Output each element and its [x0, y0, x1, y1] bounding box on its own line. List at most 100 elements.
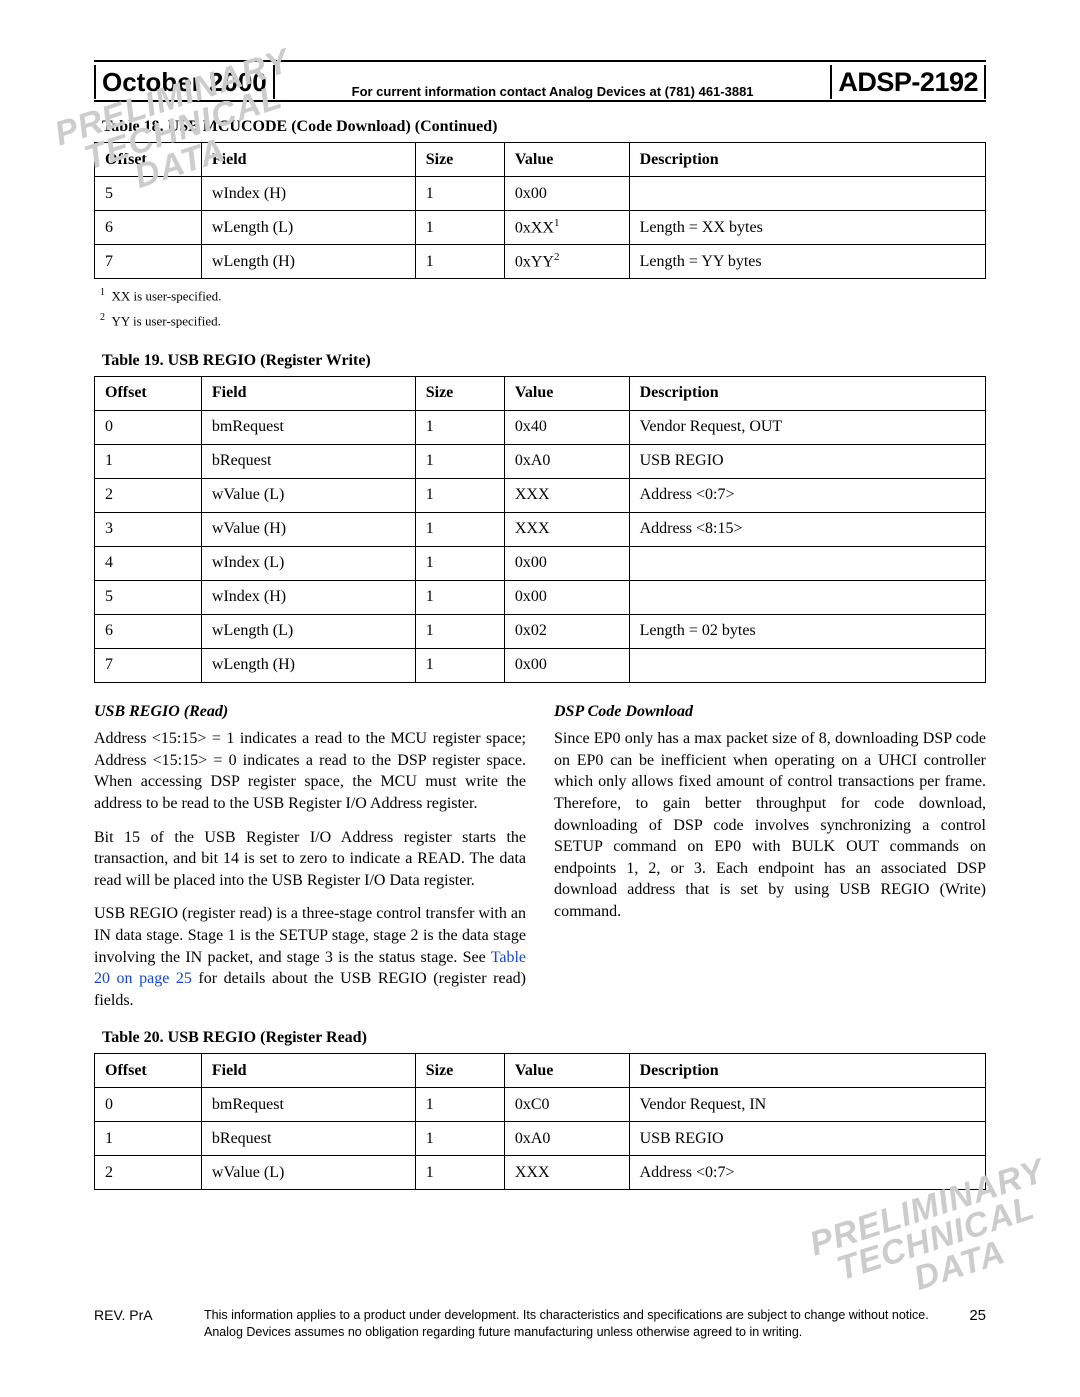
cell-desc: Vendor Request, IN — [629, 1088, 985, 1122]
watermark-line: DATA — [910, 1233, 1011, 1298]
cell-desc — [629, 580, 985, 614]
footnote: 1 XX is user-specified. — [100, 287, 986, 304]
col-value: Value — [504, 143, 629, 177]
col-desc: Description — [629, 1054, 985, 1088]
cell-field: wIndex (H) — [201, 580, 415, 614]
body-right-col: DSP Code Download Since EP0 only has a m… — [554, 701, 986, 1024]
col-offset: Offset — [95, 143, 202, 177]
table-row: 7wLength (H)10x00 — [95, 648, 986, 682]
cell-field: wLength (L) — [201, 614, 415, 648]
col-size: Size — [415, 1054, 504, 1088]
table-row: 4wIndex (L)10x00 — [95, 546, 986, 580]
cell-offset: 3 — [95, 512, 202, 546]
cell-size: 1 — [415, 648, 504, 682]
col-field: Field — [201, 143, 415, 177]
table-row: 7wLength (H)10xYY2Length = YY bytes — [95, 245, 986, 279]
cell-offset: 2 — [95, 1156, 202, 1190]
cell-desc — [629, 177, 985, 211]
cell-desc: Length = XX bytes — [629, 211, 985, 245]
table-header-row: Offset Field Size Value Description — [95, 1054, 986, 1088]
body-two-col: USB REGIO (Read) Address <15:15> = 1 ind… — [94, 701, 986, 1024]
table-row: 3wValue (H)1XXXAddress <8:15> — [95, 512, 986, 546]
col-desc: Description — [629, 143, 985, 177]
cell-desc: Address <8:15> — [629, 512, 985, 546]
cell-offset: 1 — [95, 444, 202, 478]
value-superscript: 2 — [554, 251, 560, 263]
cell-value: 0xA0 — [504, 444, 629, 478]
cell-size: 1 — [415, 444, 504, 478]
table-row: 2wValue (L)1XXXAddress <0:7> — [95, 478, 986, 512]
cell-field: wLength (L) — [201, 211, 415, 245]
table20-caption: Table 20. USB REGIO (Register Read) — [102, 1029, 986, 1047]
header-partnum: ADSP-2192 — [830, 65, 986, 99]
body-paragraph: Since EP0 only has a max packet size of … — [554, 728, 986, 922]
cell-value: 0xA0 — [504, 1122, 629, 1156]
cell-desc: Address <0:7> — [629, 478, 985, 512]
cell-value: 0xYY2 — [504, 245, 629, 279]
cell-offset: 0 — [95, 1088, 202, 1122]
cell-size: 1 — [415, 1088, 504, 1122]
cell-size: 1 — [415, 1122, 504, 1156]
header-contact: For current information contact Analog D… — [275, 84, 831, 99]
cell-field: wValue (L) — [201, 1156, 415, 1190]
cell-desc: Length = YY bytes — [629, 245, 985, 279]
cell-value: 0x00 — [504, 177, 629, 211]
table20: Offset Field Size Value Description 0bmR… — [94, 1053, 986, 1190]
cell-desc: USB REGIO — [629, 1122, 985, 1156]
col-value: Value — [504, 1054, 629, 1088]
table19-body: 0bmRequest10x40Vendor Request, OUT1bRequ… — [95, 410, 986, 682]
body-paragraph: Bit 15 of the USB Register I/O Address r… — [94, 827, 526, 892]
cell-value: 0x00 — [504, 580, 629, 614]
cell-size: 1 — [415, 410, 504, 444]
cell-offset: 4 — [95, 546, 202, 580]
body-text: USB REGIO (register read) is a three-sta… — [94, 905, 526, 965]
footnote-text: XX is user-specified. — [112, 288, 222, 303]
table-row: 6wLength (L)10xXX1Length = XX bytes — [95, 211, 986, 245]
table-row: 1bRequest10xA0USB REGIO — [95, 444, 986, 478]
table19-caption: Table 19. USB REGIO (Register Write) — [102, 352, 986, 370]
table-row: 5wIndex (H)10x00 — [95, 580, 986, 614]
table18: Offset Field Size Value Description 5wIn… — [94, 142, 986, 279]
body-paragraph: Address <15:15> = 1 indicates a read to … — [94, 728, 526, 814]
body-paragraph: USB REGIO (register read) is a three-sta… — [94, 903, 526, 1011]
col-desc: Description — [629, 376, 985, 410]
col-field: Field — [201, 1054, 415, 1088]
cell-desc — [629, 546, 985, 580]
cell-field: wLength (H) — [201, 648, 415, 682]
footer-rev: REV. PrA — [94, 1307, 204, 1323]
col-field: Field — [201, 376, 415, 410]
footnote: 2 YY is user-specified. — [100, 312, 986, 329]
cell-offset: 5 — [95, 580, 202, 614]
col-offset: Offset — [95, 1054, 202, 1088]
cell-value: 0x02 — [504, 614, 629, 648]
cell-size: 1 — [415, 580, 504, 614]
cell-offset: 2 — [95, 478, 202, 512]
cell-field: wIndex (L) — [201, 546, 415, 580]
cell-value: 0x00 — [504, 648, 629, 682]
cell-field: bRequest — [201, 444, 415, 478]
cell-value: 0xXX1 — [504, 211, 629, 245]
footnote-text: YY is user-specified. — [112, 314, 221, 329]
cell-desc: Address <0:7> — [629, 1156, 985, 1190]
cell-size: 1 — [415, 478, 504, 512]
footer-disclaimer: This information applies to a product un… — [204, 1307, 946, 1341]
cell-size: 1 — [415, 177, 504, 211]
page-footer: REV. PrA This information applies to a p… — [94, 1307, 986, 1341]
cell-field: bmRequest — [201, 1088, 415, 1122]
table-row: 2wValue (L)1XXXAddress <0:7> — [95, 1156, 986, 1190]
cell-size: 1 — [415, 245, 504, 279]
cell-value: XXX — [504, 478, 629, 512]
cell-field: wIndex (H) — [201, 177, 415, 211]
col-size: Size — [415, 143, 504, 177]
cell-field: wValue (H) — [201, 512, 415, 546]
table-row: 6wLength (L)10x02Length = 02 bytes — [95, 614, 986, 648]
table18-body: 5wIndex (H)10x006wLength (L)10xXX1Length… — [95, 177, 986, 279]
cell-field: wValue (L) — [201, 478, 415, 512]
col-offset: Offset — [95, 376, 202, 410]
cell-value: 0xC0 — [504, 1088, 629, 1122]
cell-size: 1 — [415, 211, 504, 245]
table20-body: 0bmRequest10xC0Vendor Request, IN1bReque… — [95, 1088, 986, 1190]
table-row: 1bRequest10xA0USB REGIO — [95, 1122, 986, 1156]
table-row: 5wIndex (H)10x00 — [95, 177, 986, 211]
cell-size: 1 — [415, 1156, 504, 1190]
